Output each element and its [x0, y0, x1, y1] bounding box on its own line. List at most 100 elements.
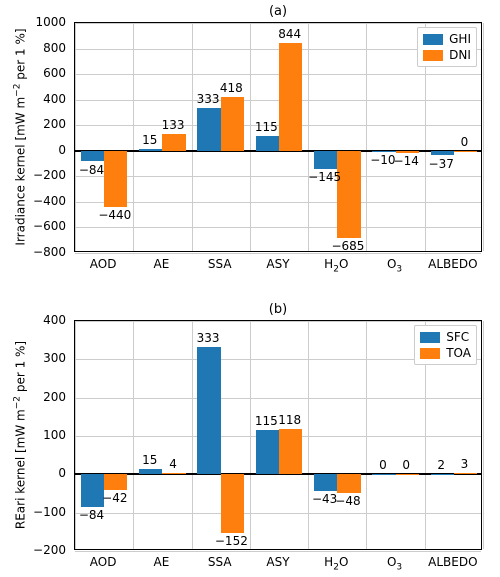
panel-a-legend-swatch-GHI: [423, 34, 443, 45]
panel-b-legend-row-TOA: TOA: [420, 345, 471, 361]
panel-a-ytick-label: 1000: [16, 15, 66, 29]
panel-a-xtick-label: ALBEDO: [428, 257, 477, 271]
panel-a-gridline-h: [75, 227, 481, 228]
figure: −800−600−400−20002004006008001000−841533…: [0, 0, 500, 577]
panel-b-bar-SFC-AE: [139, 469, 162, 475]
panel-b-gridline-v: [308, 321, 309, 549]
panel-a-gridline-v: [250, 23, 251, 251]
panel-b-bar-label-TOA-AOD: −42: [102, 491, 127, 505]
panel-a-bar-DNI-ASY: [279, 43, 302, 151]
panel-b-bar-label-SFC-SSA: 333: [197, 331, 220, 345]
panel-a-bar-GHI-ALBEDO: [431, 151, 454, 156]
panel-b-gridline-v: [483, 321, 484, 549]
panel-a-legend-label-GHI: GHI: [449, 32, 471, 46]
panel-b-bar-SFC-H₂O: [314, 474, 337, 490]
panel-a-legend-label-DNI: DNI: [449, 48, 471, 62]
panel-b-xtick-label: O3: [387, 555, 402, 572]
panel-b-legend-swatch-TOA: [420, 348, 440, 359]
panel-a-gridline-h: [75, 74, 481, 75]
panel-a-bar-GHI-SSA: [197, 108, 220, 151]
panel-a-gridline-v: [133, 23, 134, 251]
panel-a-xtick-label: AOD: [90, 257, 117, 271]
panel-a-bar-DNI-O₃: [396, 151, 419, 153]
panel-b-bar-TOA-ASY: [279, 429, 302, 474]
panel-b-gridline-v: [250, 321, 251, 549]
panel-a-bar-DNI-AOD: [104, 151, 127, 207]
panel-b-bar-TOA-ALBEDO: [454, 473, 477, 474]
panel-a-xtick-label: H2O: [324, 257, 348, 274]
panel-a-gridline-v: [192, 23, 193, 251]
panel-a-bar-label-GHI-ASY: 115: [255, 120, 278, 134]
panel-a-bar-DNI-ALBEDO: [454, 151, 477, 152]
panel-a-bar-label-DNI-ALBEDO: 0: [461, 135, 469, 149]
panel-a-gridline-v: [483, 23, 484, 251]
panel-b-bar-TOA-AE: [162, 473, 185, 475]
panel-b-legend-row-SFC: SFC: [420, 329, 471, 345]
panel-b-bar-label-TOA-ALBEDO: 3: [461, 457, 469, 471]
panel-a-bar-label-DNI-AE: 133: [162, 118, 185, 132]
panel-a-gridline-v: [75, 23, 76, 251]
panel-b-gridline-h: [75, 398, 481, 399]
panel-a-xtick-label: AE: [154, 257, 170, 271]
panel-b-bar-TOA-H₂O: [337, 474, 360, 492]
panel-b-xtick-label: H2O: [324, 555, 348, 572]
panel-a-legend-row-DNI: DNI: [423, 47, 471, 63]
panel-a-gridline-h: [75, 202, 481, 203]
panel-a-bar-GHI-H₂O: [314, 151, 337, 170]
panel-a-bar-DNI-SSA: [221, 97, 244, 150]
panel-a-bar-label-GHI-AE: 15: [142, 133, 157, 147]
panel-b-bar-label-TOA-H₂O: −48: [335, 494, 360, 508]
panel-b-xtick-label: AE: [154, 555, 170, 569]
panel-a-bar-label-GHI-AOD: −84: [79, 163, 104, 177]
panel-b-ytick-label: −200: [16, 543, 66, 557]
panel-b-xtick-label: ASY: [266, 555, 289, 569]
panel-a-gridline-h: [75, 125, 481, 126]
panel-b-bar-label-TOA-ASY: 118: [278, 413, 301, 427]
panel-a-bar-label-GHI-ALBEDO: −37: [429, 157, 454, 171]
panel-b-bar-label-SFC-H₂O: −43: [312, 492, 337, 506]
panel-b-legend-label-TOA: TOA: [446, 346, 471, 360]
panel-a-bar-label-DNI-O₃: −14: [394, 154, 419, 168]
panel-b-bar-SFC-O₃: [372, 474, 395, 475]
panel-b-xtick-label: AOD: [90, 555, 117, 569]
panel-a-gridline-h: [75, 253, 481, 254]
panel-b-title: (b): [269, 302, 287, 317]
panel-b-bar-TOA-O₃: [396, 474, 419, 475]
panel-b-bar-label-TOA-AE: 4: [169, 457, 177, 471]
panel-a-gridline-h: [75, 176, 481, 177]
panel-b-gridline-v: [133, 321, 134, 549]
panel-a-legend: GHI DNI: [417, 27, 477, 67]
panel-b-bar-SFC-ALBEDO: [431, 474, 454, 475]
panel-b-bar-label-SFC-AE: 15: [142, 453, 157, 467]
panel-a-bar-GHI-AOD: [81, 151, 104, 162]
panel-a-bar-label-DNI-SSA: 418: [220, 81, 243, 95]
panel-a-xtick-label: SSA: [208, 257, 232, 271]
panel-b-xtick-label: SSA: [208, 555, 232, 569]
panel-a-bar-label-DNI-H₂O: −685: [331, 239, 364, 253]
panel-b-xtick-label: ALBEDO: [428, 555, 477, 569]
panel-a-bar-GHI-ASY: [256, 136, 279, 151]
panel-a-xtick-label: O3: [387, 257, 402, 274]
panel-a-bar-label-GHI-H₂O: −145: [308, 170, 341, 184]
panel-a-legend-swatch-DNI: [423, 50, 443, 61]
panel-a-bar-label-GHI-O₃: −10: [370, 153, 395, 167]
panel-b-gridline-v: [75, 321, 76, 549]
panel-a-bar-label-DNI-AOD: −440: [98, 208, 131, 222]
panel-b-ytick-label: 400: [16, 313, 66, 327]
panel-b-gridline-h: [75, 321, 481, 322]
panel-b-bar-label-SFC-AOD: −84: [79, 508, 104, 522]
panel-a-gridline-v: [366, 23, 367, 251]
panel-b-legend: SFCTOA: [414, 325, 477, 365]
panel-a-bar-label-DNI-ASY: 844: [278, 27, 301, 41]
panel-a-gridline-h: [75, 23, 481, 24]
panel-b-legend-swatch-SFC: [420, 332, 440, 343]
panel-b-bar-SFC-SSA: [197, 347, 220, 475]
panel-a-bar-DNI-AE: [162, 134, 185, 151]
panel-b-bar-SFC-ASY: [256, 430, 279, 474]
panel-a-title: (a): [269, 4, 287, 19]
panel-b-bar-label-SFC-ALBEDO: 2: [437, 458, 445, 472]
panel-b-gridline-h: [75, 551, 481, 552]
panel-a-xtick-label: ASY: [266, 257, 289, 271]
panel-b-bar-SFC-AOD: [81, 474, 104, 506]
panel-b-bar-label-TOA-SSA: −152: [215, 534, 248, 548]
